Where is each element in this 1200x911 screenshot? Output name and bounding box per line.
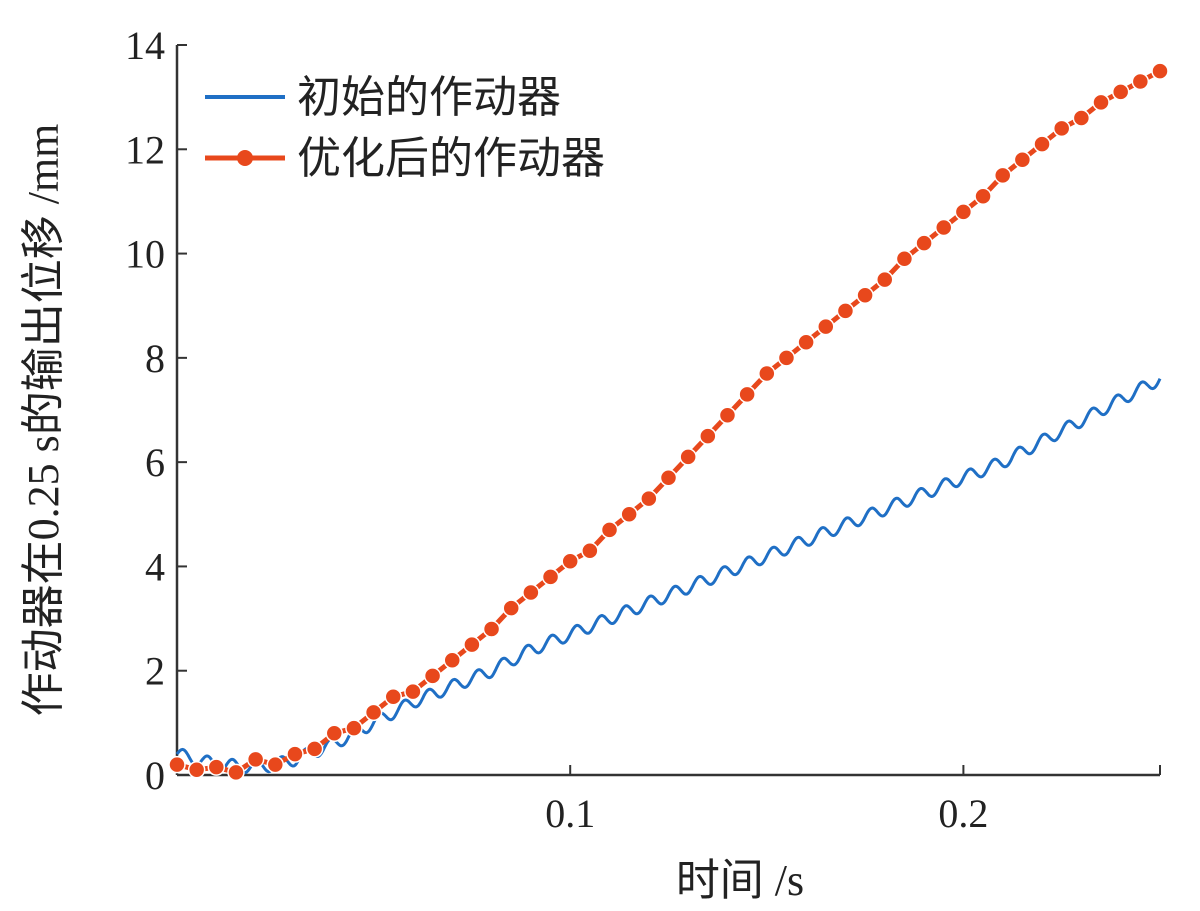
data-point xyxy=(1072,109,1091,127)
data-point xyxy=(286,745,304,763)
data-point xyxy=(1013,150,1032,169)
ticks: 0 2 4 6 8 10 12 14 0.1 0.2 xyxy=(125,23,1161,836)
legend-label-initial: 初始的作动器 xyxy=(297,73,561,122)
y-tick-label: 12 xyxy=(125,127,165,172)
data-point xyxy=(207,758,226,776)
y-tick-label: 14 xyxy=(125,23,165,68)
data-point xyxy=(581,542,599,560)
data-point xyxy=(384,688,403,706)
x-axis-label: 时间 /s xyxy=(676,856,804,905)
data-point xyxy=(266,755,285,774)
data-point xyxy=(797,333,815,351)
data-point xyxy=(1131,72,1150,91)
series-optimized xyxy=(168,62,1169,782)
data-point xyxy=(482,620,501,638)
data-point xyxy=(876,270,894,289)
data-point xyxy=(187,761,206,779)
y-tick-label: 0 xyxy=(145,753,165,798)
data-point xyxy=(463,635,481,654)
legend-item-initial: 初始的作动器 xyxy=(205,73,561,122)
data-point xyxy=(1151,62,1169,80)
data-point xyxy=(856,286,874,305)
data-point xyxy=(934,218,953,237)
data-point xyxy=(325,724,344,743)
legend: 初始的作动器 优化后的作动器 xyxy=(205,73,605,183)
y-tick-label: 6 xyxy=(145,440,165,485)
data-point xyxy=(895,250,914,268)
y-tick-label: 8 xyxy=(145,336,165,381)
data-point xyxy=(974,187,992,205)
y-tick-label: 2 xyxy=(145,649,165,694)
data-point xyxy=(718,406,737,424)
y-axis-label: 作动器在0.25 s的输出位移 /mm xyxy=(19,124,68,717)
data-point xyxy=(1111,83,1130,101)
series-line xyxy=(175,378,1162,775)
legend-marker-optimized xyxy=(237,150,253,166)
series-layer xyxy=(168,62,1169,782)
data-point xyxy=(600,521,619,539)
y-tick-label: 10 xyxy=(125,232,165,277)
data-point xyxy=(758,364,776,383)
series-initial xyxy=(175,378,1162,775)
data-point xyxy=(640,489,658,508)
data-point xyxy=(1033,135,1051,153)
data-point xyxy=(305,740,324,758)
legend-item-optimized: 优化后的作动器 xyxy=(205,134,605,183)
data-point xyxy=(738,385,756,404)
data-point xyxy=(227,763,245,782)
data-point xyxy=(246,750,265,769)
data-point xyxy=(404,682,422,701)
data-point xyxy=(345,719,363,737)
data-point xyxy=(954,203,973,221)
x-tick-label: 0.2 xyxy=(938,791,988,836)
data-point xyxy=(168,755,186,774)
data-point xyxy=(443,651,461,670)
data-point xyxy=(502,599,520,617)
data-point xyxy=(423,667,442,685)
data-point xyxy=(993,166,1012,185)
data-point xyxy=(777,349,796,367)
data-point xyxy=(659,469,678,487)
data-point xyxy=(817,317,835,336)
data-point xyxy=(522,583,540,602)
data-point xyxy=(620,505,638,524)
data-point xyxy=(915,234,933,252)
axes xyxy=(175,45,1160,777)
data-point xyxy=(561,552,579,570)
data-point xyxy=(1052,119,1071,138)
data-point xyxy=(679,448,697,466)
data-point xyxy=(836,302,855,320)
data-point xyxy=(1092,93,1110,112)
x-tick-label: 0.1 xyxy=(545,791,595,836)
y-tick-label: 4 xyxy=(145,544,165,589)
data-point xyxy=(699,427,717,445)
data-point xyxy=(541,568,560,586)
legend-label-optimized: 优化后的作动器 xyxy=(297,134,605,183)
data-point xyxy=(364,703,383,722)
